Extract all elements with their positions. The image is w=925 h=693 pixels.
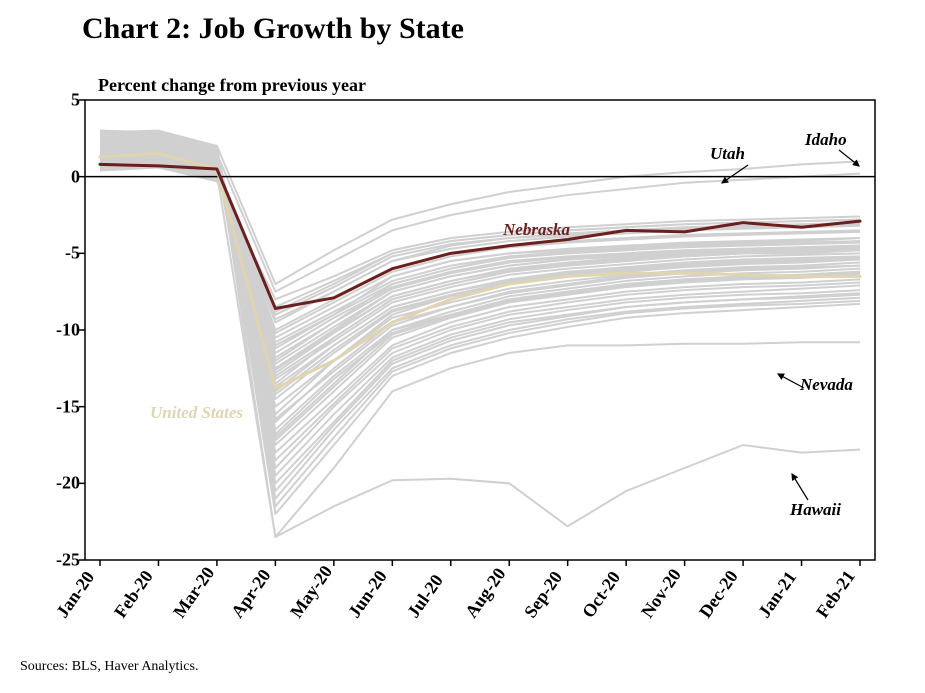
x-tick-label: Feb-21 [812, 567, 860, 622]
y-tick-label: -10 [40, 320, 80, 341]
y-tick-label: -15 [40, 396, 80, 417]
x-tick-label: Jun-20 [344, 567, 392, 622]
x-tick-label: Apr-20 [227, 565, 275, 622]
label-hawaii: Hawaii [790, 500, 841, 520]
x-tick-label: Jan-20 [52, 567, 99, 622]
y-tick-label: 5 [40, 90, 80, 111]
x-tick-label: May-20 [286, 562, 337, 622]
x-tick-label: Sep-20 [520, 567, 567, 622]
y-tick-label: 0 [40, 166, 80, 187]
label-united-states: United States [150, 403, 243, 423]
x-tick-label: Feb-20 [110, 567, 158, 622]
label-utah: Utah [710, 144, 745, 164]
chart-subtitle: Percent change from previous year [98, 75, 366, 96]
chart-title: Chart 2: Job Growth by State [82, 12, 464, 46]
y-tick-label: -20 [40, 473, 80, 494]
label-nebraska: Nebraska [503, 220, 570, 240]
x-tick-label: Dec-20 [695, 567, 743, 622]
x-tick-label: Mar-20 [169, 563, 219, 622]
label-nevada: Nevada [800, 375, 853, 395]
label-idaho: Idaho [805, 130, 847, 150]
y-tick-label: -5 [40, 243, 80, 264]
x-tick-label: Aug-20 [461, 564, 510, 622]
chart-container: Chart 2: Job Growth by State Percent cha… [0, 0, 925, 693]
y-tick-label: -25 [40, 550, 80, 571]
x-tick-label: Jul-20 [403, 571, 448, 622]
x-tick-label: Nov-20 [637, 565, 686, 622]
x-tick-label: Jan-21 [754, 567, 801, 622]
x-tick-label: Oct-20 [578, 567, 625, 622]
plot-svg [85, 100, 875, 560]
sources-text: Sources: BLS, Haver Analytics. [20, 659, 198, 675]
plot-area [85, 100, 875, 560]
